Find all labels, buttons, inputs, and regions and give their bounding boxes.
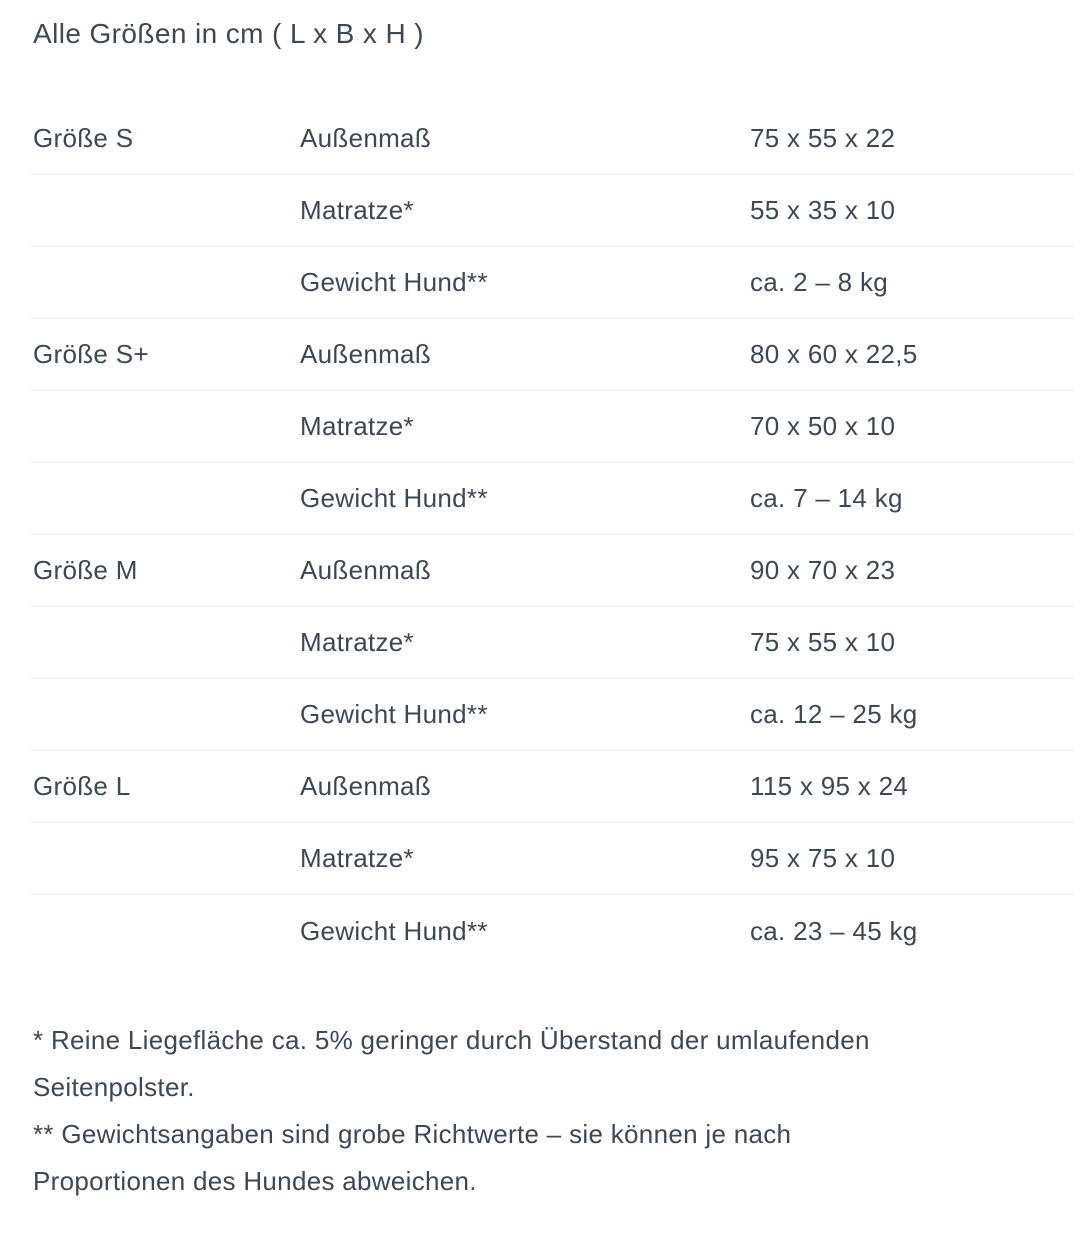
dimension-label: Außenmaß [300, 339, 432, 369]
footnotes: * Reine Liegefläche ca. 5% geringer durc… [33, 1017, 1041, 1205]
table-row: Gewicht Hund** ca. 2 – 8 kg [30, 247, 1074, 319]
dimension-value: ca. 2 – 8 kg [750, 267, 889, 297]
dimension-label: Gewicht Hund** [300, 483, 488, 513]
size-label: Größe M [33, 555, 138, 585]
dimension-value: ca. 23 – 45 kg [750, 915, 918, 946]
table-row: Matratze* 70 x 50 x 10 [30, 391, 1074, 463]
table-row: Gewicht Hund** ca. 12 – 25 kg [30, 679, 1074, 751]
dimension-value: 95 x 75 x 10 [750, 843, 896, 873]
footnote-weight: ** Gewichtsangaben sind grobe Richtwerte… [33, 1119, 792, 1196]
dimension-label: Matratze* [300, 627, 414, 657]
table-row: Größe S+ Außenmaß 80 x 60 x 22,5 [30, 319, 1074, 391]
dimension-label: Gewicht Hund** [300, 915, 488, 946]
table-row: Größe S Außenmaß 75 x 55 x 22 [30, 103, 1074, 175]
size-label: Größe S [33, 123, 134, 153]
dimension-value: 70 x 50 x 10 [750, 411, 896, 441]
footnote-mattress: * Reine Liegefläche ca. 5% geringer durc… [33, 1025, 870, 1102]
dimension-value: ca. 12 – 25 kg [750, 699, 918, 729]
table-row: Matratze* 95 x 75 x 10 [30, 823, 1074, 895]
dimension-value: 75 x 55 x 22 [750, 123, 896, 153]
dimension-label: Matratze* [300, 195, 414, 225]
dimension-value: 90 x 70 x 23 [750, 555, 896, 585]
table-row: Matratze* 75 x 55 x 10 [30, 607, 1074, 679]
dimension-label: Matratze* [300, 411, 414, 441]
dimension-value: 55 x 35 x 10 [750, 195, 896, 225]
dimension-label: Außenmaß [300, 555, 432, 585]
size-label: Größe S+ [33, 339, 149, 369]
table-row: Matratze* 55 x 35 x 10 [30, 175, 1074, 247]
dimension-label: Matratze* [300, 843, 414, 873]
dimension-value: 75 x 55 x 10 [750, 627, 896, 657]
table-row: Größe L Außenmaß 115 x 95 x 24 [30, 751, 1074, 823]
section-title: Alle Größen in cm ( L x B x H ) [33, 18, 425, 49]
dimension-value: 115 x 95 x 24 [750, 771, 909, 801]
dimension-label: Gewicht Hund** [300, 699, 488, 729]
dimension-label: Außenmaß [300, 771, 432, 801]
size-label: Größe L [33, 771, 131, 801]
size-info-section: Alle Größen in cm ( L x B x H ) Größe S … [0, 16, 1074, 1205]
dimension-label: Außenmaß [300, 123, 432, 153]
dimension-value: ca. 7 – 14 kg [750, 483, 903, 513]
table-row: Größe M Außenmaß 90 x 70 x 23 [30, 535, 1074, 607]
table-row: Gewicht Hund** ca. 7 – 14 kg [30, 463, 1074, 535]
dimension-label: Gewicht Hund** [300, 267, 488, 297]
sizes-table: Größe S Außenmaß 75 x 55 x 22 Matratze* … [30, 103, 1074, 967]
dimension-value: 80 x 60 x 22,5 [750, 339, 918, 369]
table-row: Gewicht Hund** ca. 23 – 45 kg [30, 895, 1074, 967]
